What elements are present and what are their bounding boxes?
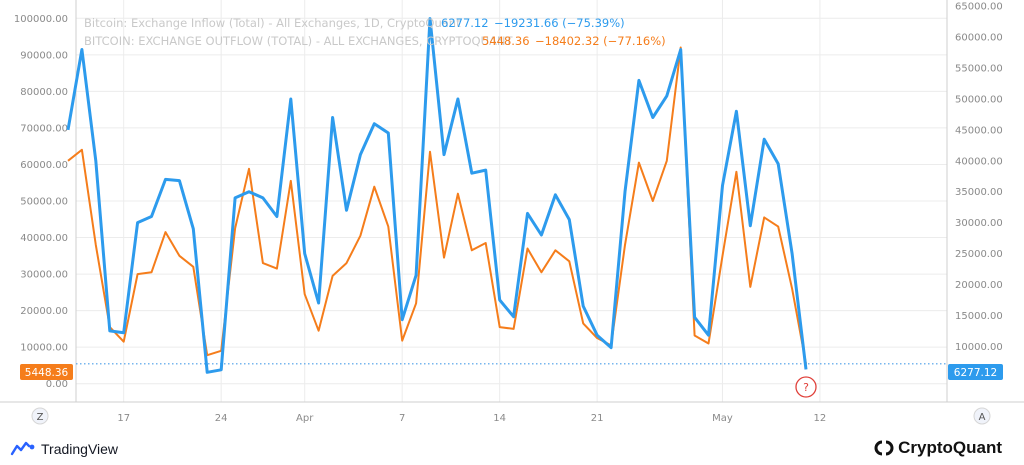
left-axis-tick-label: 20000.00 <box>20 306 68 317</box>
left-axis-tick-label: 40000.00 <box>20 233 68 244</box>
cryptoquant-logo-icon <box>874 440 894 456</box>
legend-outflow-value: 5448.36 <box>482 34 530 48</box>
footer: TradingView CryptoQuant <box>0 430 1024 465</box>
right-scale-button[interactable]: A <box>973 407 991 425</box>
tradingview-name: TradingView <box>41 441 119 457</box>
time-axis-tick-label: 24 <box>215 413 228 424</box>
right-axis-tick-label: 10000.00 <box>955 342 1003 353</box>
left-axis-tick-label: 30000.00 <box>20 270 68 281</box>
event-marker[interactable]: ? <box>795 376 817 398</box>
left-axis-tick-label: 60000.00 <box>20 160 68 171</box>
chart: 100000.00 90000.00 80000.00 70000.00 60000.0… <box>0 0 1024 425</box>
tradingview-logo-icon <box>10 441 35 456</box>
legend-inflow-value: 6277.12 <box>441 16 489 30</box>
time-axis-tick-label: 12 <box>814 413 827 424</box>
right-axis-tick-label: 35000.00 <box>955 187 1003 198</box>
right-axis-tick-label: 45000.00 <box>955 125 1003 136</box>
time-axis-tick-label: May <box>712 413 733 424</box>
legend-outflow-name: BITCOIN: EXCHANGE OUTFLOW (TOTAL) - ALL … <box>84 34 513 48</box>
right-axis-tick-label: 20000.00 <box>955 280 1003 291</box>
left-scale-button[interactable]: Z <box>31 407 49 425</box>
legend: Bitcoin: Exchange Inflow (Total) - All E… <box>84 16 666 48</box>
right-axis-tick-label: 40000.00 <box>955 156 1003 167</box>
legend-outflow-change: −18402.32 (−77.16%) <box>535 34 666 48</box>
left-axis-ticks: 100000.00 90000.00 80000.00 70000.00 60000.0… <box>14 14 68 390</box>
left-axis-tick-label: 0.00 <box>46 379 68 390</box>
right-axis-tick-label: 65000.00 <box>955 2 1003 13</box>
right-axis-tick-label: 60000.00 <box>955 33 1003 44</box>
right-last-value-label: 6277.12 <box>948 364 1003 380</box>
cryptoquant-name: CryptoQuant <box>898 438 1002 457</box>
right-axis-tick-label: 15000.00 <box>955 311 1003 322</box>
legend-inflow-change: −19231.66 (−75.39%) <box>494 16 625 30</box>
left-axis-tick-label: 100000.00 <box>14 14 68 25</box>
cryptoquant-brand[interactable]: CryptoQuant <box>874 438 1002 458</box>
right-axis-tick-label: 25000.00 <box>955 249 1003 260</box>
right-axis-tick-label: 50000.00 <box>955 94 1003 105</box>
left-last-value-text: 5448.36 <box>25 367 69 379</box>
right-axis-tick-label: 30000.00 <box>955 218 1003 229</box>
left-scale-button-label: Z <box>37 412 44 423</box>
time-axis-ticks: 17 24 Apr 7 14 21 May 12 <box>117 413 826 424</box>
time-axis-tick-label: 7 <box>399 413 405 424</box>
series-line-inflow <box>66 17 808 374</box>
left-axis-tick-label: 70000.00 <box>20 123 68 134</box>
left-last-value-label: 5448.36 <box>20 364 73 380</box>
right-scale-button-label: A <box>979 412 986 423</box>
left-axis-tick-label: 10000.00 <box>20 343 68 354</box>
right-axis-tick-label: 55000.00 <box>955 64 1003 75</box>
left-axis-tick-label: 80000.00 <box>20 87 68 98</box>
right-axis-ticks: 65000.00 60000.00 55000.00 50000.00 45000.00… <box>955 2 1003 353</box>
time-axis-tick-label: Apr <box>296 413 314 424</box>
left-axis-tick-label: 90000.00 <box>20 50 68 61</box>
left-axis-tick-label: 50000.00 <box>20 197 68 208</box>
right-last-value-text: 6277.12 <box>954 367 997 379</box>
legend-inflow-name: Bitcoin: Exchange Inflow (Total) - All E… <box>84 16 461 30</box>
time-axis-tick-label: 14 <box>493 413 506 424</box>
event-marker-label: ? <box>803 381 809 394</box>
tradingview-brand[interactable]: TradingView <box>10 440 118 458</box>
time-axis-tick-label: 21 <box>591 413 604 424</box>
time-axis-tick-label: 17 <box>117 413 130 424</box>
